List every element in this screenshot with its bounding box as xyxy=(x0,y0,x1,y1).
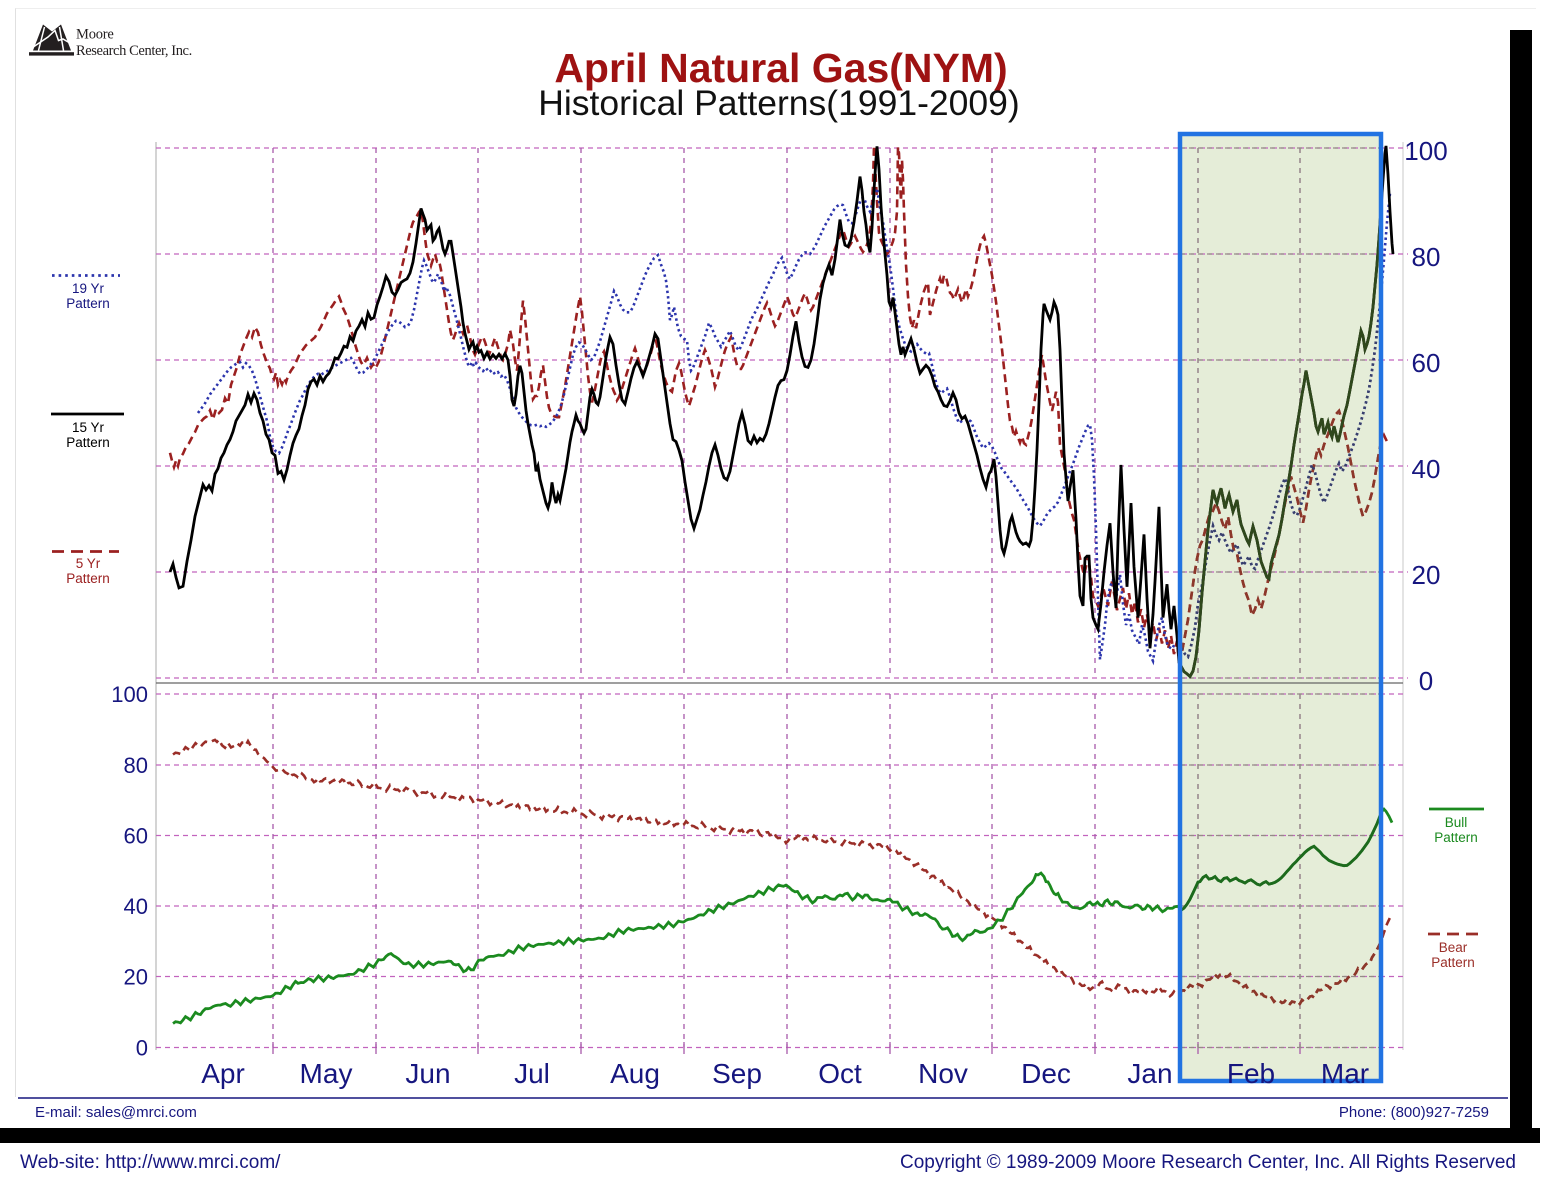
svg-text:100: 100 xyxy=(1404,136,1447,166)
svg-text:Dec: Dec xyxy=(1021,1058,1071,1089)
svg-text:Copyright © 1989-2009 Moore Re: Copyright © 1989-2009 Moore Research Cen… xyxy=(900,1152,1516,1173)
svg-text:Pattern: Pattern xyxy=(66,571,110,586)
svg-text:5 Yr: 5 Yr xyxy=(76,556,101,571)
svg-text:0: 0 xyxy=(136,1036,148,1061)
svg-text:20: 20 xyxy=(124,965,148,990)
svg-text:20: 20 xyxy=(1412,560,1441,590)
svg-text:60: 60 xyxy=(124,824,148,849)
svg-text:40: 40 xyxy=(1412,454,1441,484)
svg-text:Moore: Moore xyxy=(76,27,114,43)
svg-text:Jan: Jan xyxy=(1127,1058,1172,1089)
svg-text:Research Center, Inc.: Research Center, Inc. xyxy=(76,43,192,59)
svg-text:Aug: Aug xyxy=(610,1058,660,1089)
svg-text:Feb: Feb xyxy=(1227,1058,1275,1089)
svg-text:Bear: Bear xyxy=(1439,940,1468,955)
svg-text:Sep: Sep xyxy=(712,1058,762,1089)
svg-text:May: May xyxy=(300,1058,353,1089)
svg-text:Nov: Nov xyxy=(918,1058,968,1089)
svg-text:15 Yr: 15 Yr xyxy=(72,420,105,435)
svg-text:Pattern: Pattern xyxy=(1434,830,1478,845)
svg-text:Oct: Oct xyxy=(818,1058,862,1089)
svg-text:Pattern: Pattern xyxy=(66,296,110,311)
svg-text:Bull: Bull xyxy=(1445,815,1468,830)
svg-text:Mar: Mar xyxy=(1321,1058,1369,1089)
svg-text:E-mail: sales@mrci.com: E-mail: sales@mrci.com xyxy=(35,1104,197,1121)
svg-text:Pattern: Pattern xyxy=(1431,955,1475,970)
svg-text:80: 80 xyxy=(1412,242,1441,272)
svg-text:0: 0 xyxy=(1419,666,1433,696)
svg-text:Pattern: Pattern xyxy=(66,435,110,450)
svg-text:Jun: Jun xyxy=(405,1058,450,1089)
svg-text:Historical Patterns(1991-2009): Historical Patterns(1991-2009) xyxy=(538,83,1019,123)
svg-text:Apr: Apr xyxy=(201,1058,245,1089)
svg-text:Web-site: http://www.mrci.com/: Web-site: http://www.mrci.com/ xyxy=(20,1152,281,1173)
svg-text:40: 40 xyxy=(124,894,148,919)
svg-text:60: 60 xyxy=(1412,348,1441,378)
svg-text:April Natural Gas(NYM): April Natural Gas(NYM) xyxy=(554,45,1007,91)
svg-text:19 Yr: 19 Yr xyxy=(72,281,105,296)
svg-text:Phone: (800)927-7259: Phone: (800)927-7259 xyxy=(1339,1104,1489,1121)
svg-text:Jul: Jul xyxy=(514,1058,550,1089)
svg-text:100: 100 xyxy=(111,682,148,707)
svg-text:80: 80 xyxy=(124,753,148,778)
